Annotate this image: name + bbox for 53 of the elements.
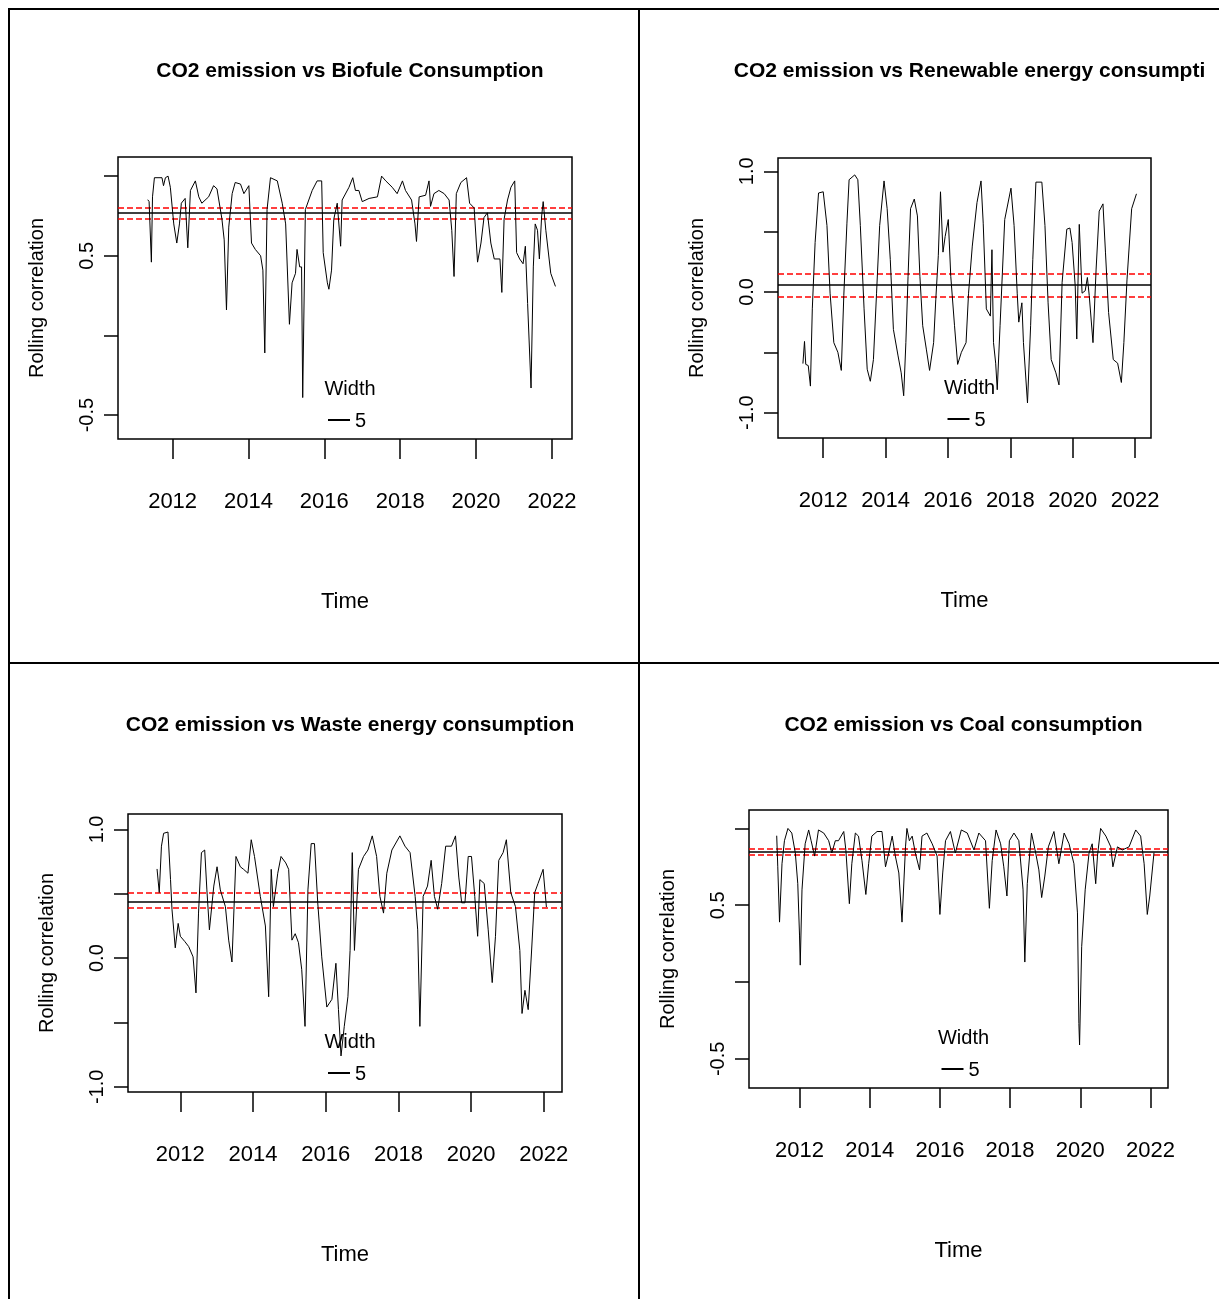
legend-label: 5 [974,408,986,430]
y-axis-title: Rolling correlation [25,217,47,379]
x-tick-label: 2014 [861,486,911,512]
legend-title: Width [937,1026,990,1048]
x-tick-label: 2012 [775,1136,825,1162]
x-tick-label: 2022 [519,1140,569,1166]
y-tick-label: -1.0 [735,395,757,430]
x-tick-label: 2012 [798,486,848,512]
legend-label: 5 [968,1058,980,1080]
legend-label: 5 [355,409,367,431]
x-tick-label: 2014 [224,487,273,513]
x-tick-label: 2022 [527,487,577,513]
x-axis-title: Time [940,586,989,612]
y-tick-label: -0.5 [75,397,97,433]
x-tick-label: 2022 [1110,486,1160,512]
x-tick-label: 2018 [985,1136,1035,1162]
y-axis-title: Rolling correlation [685,217,707,379]
x-tick-label: 2016 [301,1140,351,1166]
legend-label: 5 [355,1062,367,1084]
y-tick-label: -0.5 [706,1041,728,1077]
x-tick-label: 2022 [1125,1136,1175,1162]
x-tick-label: 2020 [451,487,501,513]
chart-title: CO2 emission vs Coal consumption [784,712,1143,735]
legend-title: Width [943,376,996,398]
x-tick-label: 2012 [155,1140,205,1166]
chart-title: CO2 emission vs Renewable energy consumpti [733,58,1206,81]
y-tick-label: -1.0 [85,1069,107,1105]
x-axis-title: Time [320,587,370,613]
x-tick-label: 2016 [915,1136,965,1162]
x-tick-label: 2016 [923,486,973,512]
y-tick-label: 0.0 [85,944,107,973]
y-tick-label: 1.0 [85,815,107,844]
x-tick-label: 2020 [446,1140,496,1166]
chart-title: CO2 emission vs Biofule Consumption [156,58,544,81]
y-tick-label: 0.0 [735,278,757,306]
x-axis-title: Time [934,1236,983,1262]
chart-title: CO2 emission vs Waste energy consumption [125,712,575,735]
x-tick-label: 2014 [228,1140,278,1166]
x-tick-label: 2014 [845,1136,895,1162]
y-tick-label: 0.5 [706,891,728,920]
x-tick-label: 2018 [985,486,1035,512]
x-axis-title: Time [320,1240,370,1266]
x-tick-label: 2016 [299,487,349,513]
x-tick-label: 2018 [373,1140,423,1166]
legend-title: Width [324,377,376,399]
x-tick-label: 2018 [375,487,425,513]
y-tick-label: 0.5 [75,241,97,270]
x-tick-label: 2020 [1055,1136,1105,1162]
y-axis-title: Rolling correlation [35,872,57,1034]
y-tick-label: 1.0 [735,157,757,186]
y-axis-title: Rolling correlation [656,868,678,1030]
x-tick-label: 2020 [1048,486,1098,512]
x-tick-label: 2012 [148,487,198,513]
